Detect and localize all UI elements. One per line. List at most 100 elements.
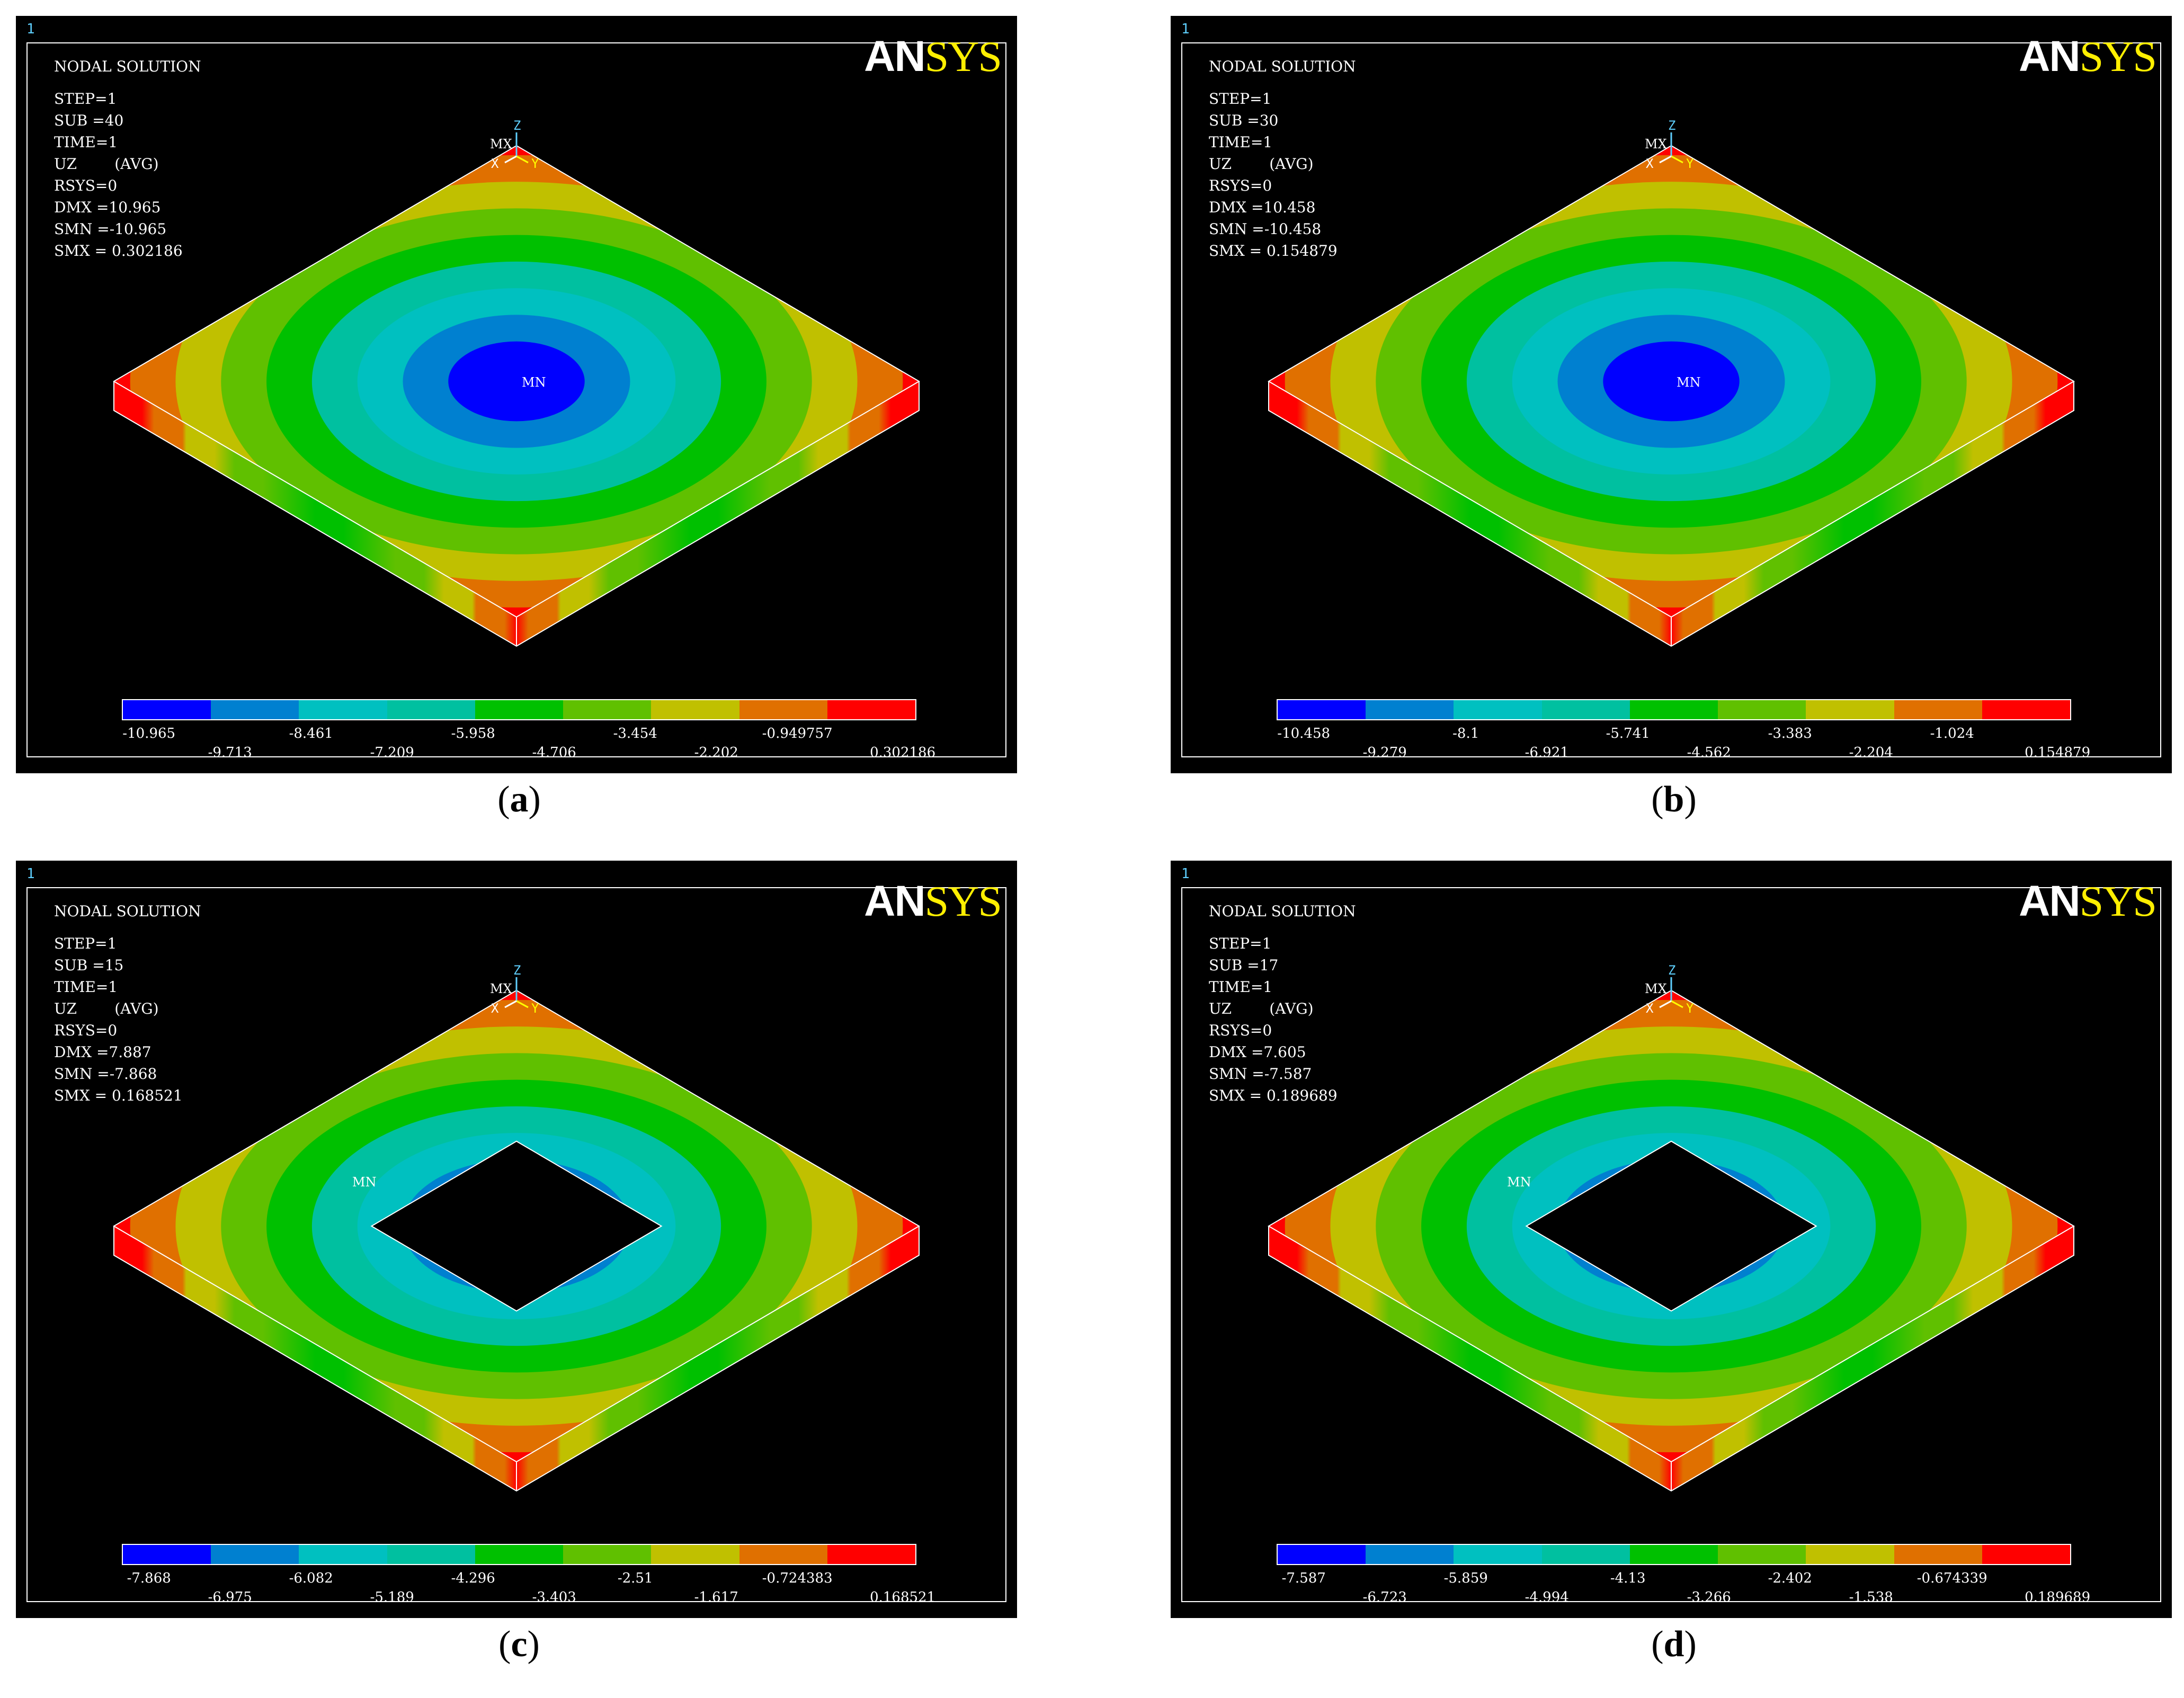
info-line: SMX = 0.302186 [54, 242, 183, 260]
info-line: SUB =15 [54, 957, 124, 974]
logo-part-sys: SYS [924, 877, 1002, 925]
legend-ticks: -7.868 -6.082 -4.296 -2.51 -0.724383 -6.975 -5… [117, 1570, 936, 1607]
axis-y-label: Y [531, 156, 539, 171]
info-line: TIME=1 [54, 133, 118, 151]
legend-swatch [299, 1545, 387, 1564]
ansys-panel-b: 1 NODAL SOLUTION STEP=1 SUB =30 TIME=1 UZ (AV… [1171, 16, 2172, 773]
axis-y-label: Y [1686, 1001, 1694, 1016]
plate-side-left [114, 381, 516, 646]
plate-side-right [516, 381, 919, 646]
legend-tick-label: 0.154879 [2025, 745, 2091, 761]
solution-title: NODAL SOLUTION [54, 58, 201, 75]
legend-swatch [1718, 1545, 1806, 1564]
legend-swatch [1629, 1545, 1718, 1564]
legend-swatch [1982, 1545, 2070, 1564]
legend-tick-label: -8.461 [289, 726, 333, 741]
min-marker: MN [1507, 1175, 1531, 1190]
info-line: RSYS=0 [1209, 1022, 1272, 1039]
legend-tick-label: -1.617 [694, 1589, 738, 1605]
axis-z-label: Z [513, 118, 521, 133]
contour-legend [1277, 699, 2071, 720]
info-line: SMN =-10.965 [54, 220, 167, 238]
max-marker: MX [1645, 981, 1667, 996]
info-line: DMX =7.605 [1209, 1043, 1306, 1061]
legend-swatch [1718, 700, 1806, 719]
solution-info: NODAL SOLUTION STEP=1 SUB =30 TIME=1 UZ (AVG… [1209, 56, 1356, 262]
info-line: DMX =7.887 [54, 1043, 151, 1061]
window-number: 1 [1181, 21, 1190, 37]
legend-tick-label: -0.724383 [762, 1570, 833, 1586]
legend-tick-label: -4.994 [1525, 1589, 1569, 1605]
legend-tick-label: -3.266 [1687, 1589, 1731, 1605]
panel-caption: (d) [1651, 1624, 1697, 1665]
contour-band [1603, 341, 1740, 422]
axis-z-label: Z [1668, 118, 1675, 133]
legend-tick-label: -1.024 [1930, 726, 1974, 741]
axis-x-label: X [491, 1001, 499, 1016]
solution-title: NODAL SOLUTION [54, 902, 201, 920]
legend-tick-label: 0.189689 [2025, 1589, 2091, 1605]
contour-plot: MN MXZ Y X [113, 963, 920, 1492]
axis-x-label: X [1646, 156, 1654, 171]
max-marker: MX [490, 137, 512, 151]
legend-tick-label: -6.082 [289, 1570, 333, 1586]
solution-info: NODAL SOLUTION STEP=1 SUB =15 TIME=1 UZ (AVG… [54, 900, 201, 1106]
legend-swatch [1366, 1545, 1454, 1564]
logo-part-an: AN [2019, 877, 2080, 925]
legend-ticks: -10.965 -8.461 -5.958 -3.454 -0.949757 -9.713… [117, 726, 935, 763]
info-line: DMX =10.965 [54, 199, 161, 216]
info-line: TIME=1 [54, 978, 118, 996]
plate-side-left [1269, 381, 1671, 646]
caption-letter: d [1663, 1624, 1684, 1665]
legend-swatch [1894, 700, 1982, 719]
info-line: SMN =-10.458 [1209, 220, 1322, 238]
info-line: SMX = 0.189689 [1209, 1087, 1338, 1104]
square-opening [1525, 1140, 1817, 1312]
legend-swatch [475, 700, 564, 719]
legend-swatch [1454, 700, 1542, 719]
legend-swatch [299, 700, 387, 719]
legend-swatch [827, 1545, 915, 1564]
legend-tick-label: -4.562 [1687, 745, 1731, 761]
ansys-panel-c: 1 NODAL SOLUTION STEP=1 SUB =15 TIME=1 UZ (AV… [16, 861, 1017, 1618]
legend-tick-label: -3.383 [1768, 726, 1812, 741]
axis-y-label: Y [531, 1001, 539, 1016]
legend-tick-label: 0.168521 [870, 1589, 936, 1605]
legend-swatch [123, 1545, 211, 1564]
legend-swatch [1806, 1545, 1894, 1564]
contour-plot: MN MXZ Y X [113, 118, 920, 647]
contour-band [448, 341, 585, 422]
legend-tick-label: -4.706 [532, 745, 576, 761]
legend-tick-label: 0.302186 [870, 745, 936, 761]
legend-swatch [1454, 1545, 1542, 1564]
ansys-logo: ANSYS [864, 32, 1002, 82]
legend-tick-label: -7.587 [1281, 1570, 1326, 1586]
info-line: SUB =17 [1209, 957, 1279, 974]
legend-tick-label: -0.674339 [1916, 1570, 1987, 1586]
axis-z-label: Z [513, 963, 521, 978]
info-line: UZ (AVG) [54, 1000, 159, 1017]
legend-swatch [651, 1545, 739, 1564]
info-line: SUB =40 [54, 112, 124, 129]
window-number: 1 [26, 21, 35, 37]
contour-legend [122, 699, 916, 720]
info-line: SMX = 0.168521 [54, 1087, 183, 1104]
viewport-frame [1181, 42, 2161, 757]
axis-x-label: X [491, 156, 499, 171]
viewport-frame [1181, 887, 2161, 1602]
legend-swatch [1366, 700, 1454, 719]
info-line: STEP=1 [1209, 90, 1272, 108]
info-line: UZ (AVG) [1209, 1000, 1314, 1017]
logo-part-sys: SYS [2079, 32, 2157, 81]
solution-info: NODAL SOLUTION STEP=1 SUB =40 TIME=1 UZ (AVG… [54, 56, 201, 262]
solution-info: NODAL SOLUTION STEP=1 SUB =17 TIME=1 UZ (AVG… [1209, 900, 1356, 1106]
axis-y-label: Y [1686, 156, 1694, 171]
legend-tick-label: -3.403 [532, 1589, 576, 1605]
info-line: UZ (AVG) [1209, 155, 1314, 173]
legend-tick-label: -2.51 [617, 1570, 653, 1586]
axis-triad-icon: Z Y X [491, 118, 539, 171]
plate-side-right [1671, 1226, 2074, 1491]
legend-ticks: -10.458 -8.1 -5.741 -3.383 -1.024 -9.279 -6.92… [1271, 726, 2090, 763]
panel-caption: (c) [498, 1624, 540, 1665]
legend-tick-label: -1.538 [1849, 1589, 1893, 1605]
